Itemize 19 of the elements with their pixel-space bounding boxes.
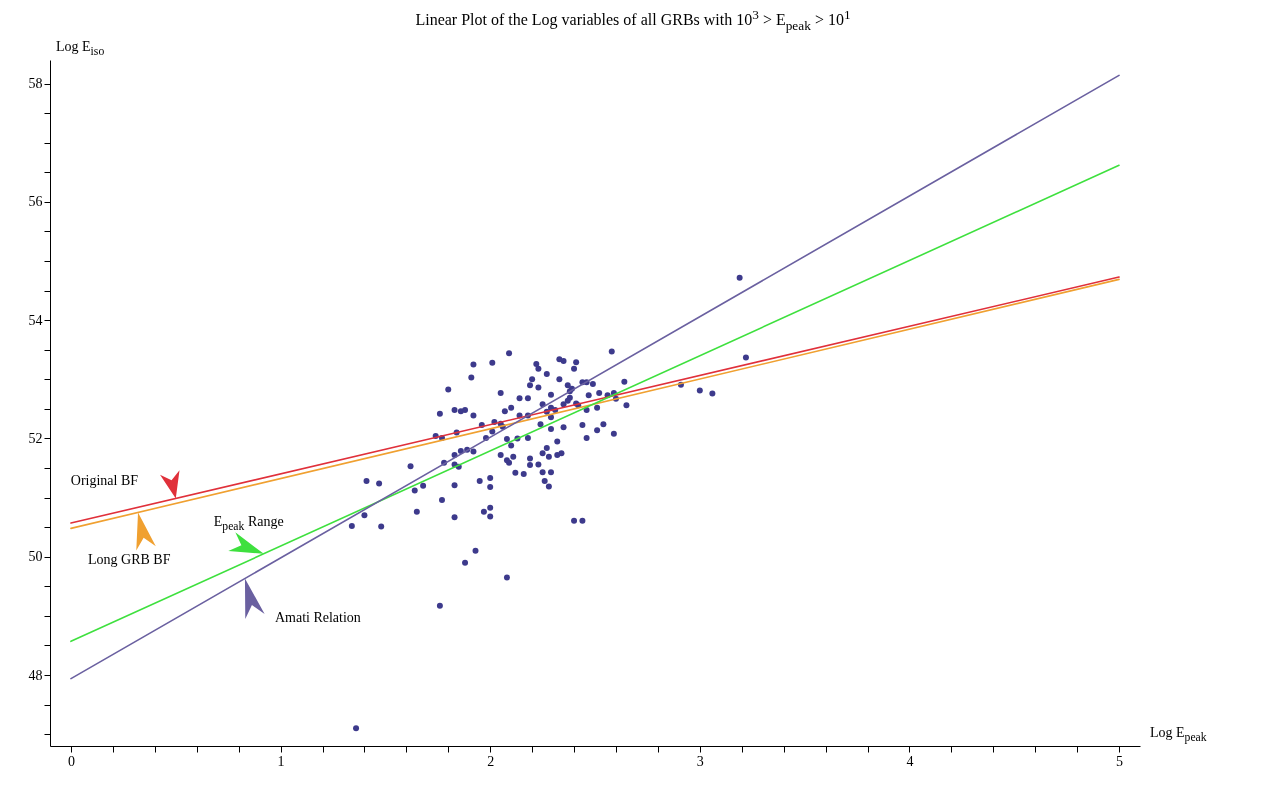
y-tick-label: 52 <box>28 430 43 446</box>
x-tick-label: 1 <box>277 753 285 769</box>
legend-label: Original BF <box>70 473 139 490</box>
x-tick-label: 4 <box>906 753 914 769</box>
y-tick-label: 50 <box>28 549 43 565</box>
chart-title: Linear Plot of the Log variables of all GRBs with 10$^{3}$ > E$_{peak}$ > 10$^{1}$ <box>414 6 852 34</box>
y-tick-label: 56 <box>28 194 43 210</box>
x-tick-label: 0 <box>67 753 75 769</box>
x-tick-label: 3 <box>696 753 704 769</box>
y-axis-title: Log E$_{iso}$ <box>56 38 105 58</box>
x-tick-label: 5 <box>1116 753 1124 769</box>
text: Amati Relation <box>274 610 361 627</box>
series-label: Long GRB BF <box>88 552 171 569</box>
series-label: E$_{peak}$ Range <box>213 514 284 534</box>
y-tick-label: 48 <box>28 667 43 683</box>
x-axis-title: Log E$_{peak}$ <box>1150 724 1207 744</box>
x-tick-label: 2 <box>487 753 495 769</box>
y-tick-label: 54 <box>28 312 43 328</box>
y-tick-label: 58 <box>28 76 43 92</box>
